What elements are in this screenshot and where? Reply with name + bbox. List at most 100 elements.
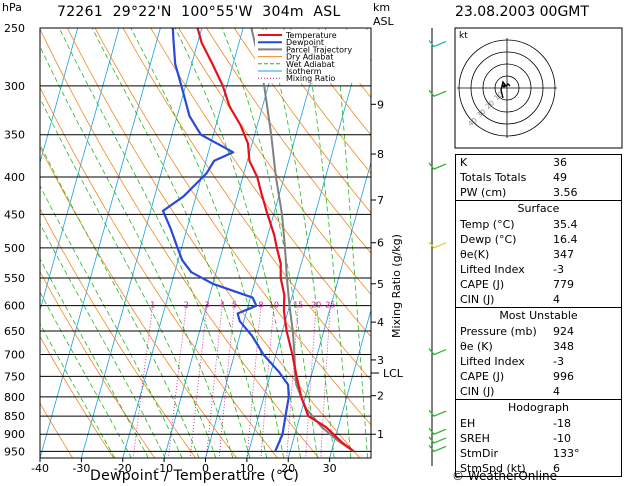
- index-row: θe(K) 347: [456, 247, 621, 262]
- dry-adiabat-line: [40, 146, 238, 458]
- pressure-tick-label: 350: [4, 129, 25, 142]
- station-asl: ASL: [313, 4, 341, 20]
- index-label: EH: [460, 417, 476, 430]
- index-value: 36: [553, 156, 567, 169]
- pressure-tick-label: 700: [4, 349, 25, 362]
- mixing-ratio-label: 4: [220, 301, 225, 310]
- km-tick-label: 4: [377, 316, 384, 329]
- parcel-trajectory-line: [250, 28, 355, 453]
- temperature-tick-label: 0: [202, 462, 209, 475]
- index-label: Lifted Index: [460, 263, 525, 276]
- index-value: -3: [553, 263, 564, 276]
- index-value: -3: [553, 355, 564, 368]
- dry-adiabat-line: [233, 28, 371, 214]
- dry-adiabat-line: [66, 28, 361, 458]
- basic-indices-box: K 36 Totals Totals 49 PW (cm) 3.56: [455, 154, 622, 201]
- mixing-ratio-label: 20: [311, 301, 321, 310]
- index-row: SREH -10: [456, 431, 621, 446]
- index-row: EH -18: [456, 416, 621, 431]
- surface-box: Surface Temp (°C) 35.4 Dewp (°C) 16.4 θe(K) 3…: [455, 201, 622, 308]
- mixing-ratio-line: [205, 305, 223, 458]
- hodograph-box: Hodograph EH -18 SREH -10 StmDir 133° StmSpd (…: [455, 400, 622, 477]
- station-elev: 304m: [262, 4, 304, 20]
- station-lon: 100°55'W: [181, 4, 253, 20]
- valid-date: 23.08.2003: [455, 4, 536, 20]
- hodograph-ring-label: 40: [467, 116, 479, 128]
- index-row: Lifted Index -3: [456, 354, 621, 369]
- mixing-ratio-label: 5: [232, 301, 237, 310]
- indices-panel: K 36 Totals Totals 49 PW (cm) 3.56 Surface Te…: [455, 154, 622, 477]
- x-axis-title: Dewpoint / Temperature (°C): [90, 468, 300, 484]
- wet-adiabat-line: [40, 143, 200, 458]
- temperature-line: [196, 28, 355, 453]
- surface-title: Surface: [517, 202, 560, 215]
- storm-motion-marker: [502, 84, 506, 88]
- legend-entry-label: Dry Adiabat: [286, 53, 333, 62]
- dry-adiabat-line: [206, 28, 371, 254]
- km-tick-label: 3: [377, 354, 384, 367]
- isotherm-line: [40, 28, 120, 312]
- dry-adiabat-line: [178, 28, 371, 296]
- index-label: StmSpd (kt): [460, 462, 526, 475]
- temperature-tick-label: -20: [114, 462, 132, 475]
- km-tick-label: 6: [377, 237, 384, 250]
- dry-adiabat-line: [40, 86, 279, 458]
- mixing-ratio-label: 1: [150, 301, 155, 310]
- wind-barb: [428, 427, 447, 436]
- index-value: 3.56: [553, 186, 578, 199]
- plot-frame: [39, 27, 372, 459]
- index-row: Dewp (°C) 16.4: [456, 232, 621, 247]
- wet-adiabat-line: [40, 184, 183, 458]
- legend-entry-label: Parcel Trajectory: [286, 45, 352, 54]
- hodograph-title: Hodograph: [508, 401, 569, 414]
- wind-barb: [428, 40, 447, 48]
- pressure-tick-label: 500: [4, 242, 25, 255]
- index-value: 924: [553, 325, 574, 338]
- index-label: θe (K): [460, 340, 493, 353]
- temperature-tick-label: 20: [281, 462, 295, 475]
- mixing-ratio-line: [218, 305, 235, 458]
- hodograph-ring-label: 30: [475, 108, 487, 120]
- index-row: CAPE (J) 996: [456, 369, 621, 384]
- wind-barb: [428, 444, 447, 453]
- station-id: 72261: [57, 4, 104, 20]
- pressure-tick-label: 450: [4, 208, 25, 221]
- temperature-tick-label: 30: [323, 462, 337, 475]
- index-label: K: [460, 156, 468, 169]
- index-label: CAPE (J): [460, 370, 505, 383]
- hodograph-ring-label: 20: [484, 99, 496, 111]
- km-tick-label: 7: [377, 194, 384, 207]
- mixing-ratio-label: 10: [269, 301, 279, 310]
- dry-adiabat-line: [150, 28, 371, 338]
- dry-adiabat-line: [122, 28, 371, 381]
- km-asl-label: ASL: [373, 15, 394, 28]
- wind-barb: [428, 409, 447, 417]
- index-row: StmSpd (kt) 6: [456, 461, 621, 476]
- wind-barb: [428, 241, 447, 249]
- index-label: Lifted Index: [460, 355, 525, 368]
- index-value: 347: [553, 248, 574, 261]
- pressure-tick-label: 650: [4, 325, 25, 338]
- station-lat: 29°22'N: [112, 4, 172, 20]
- index-label: Totals Totals: [460, 171, 527, 184]
- index-row: StmDir 133°: [456, 446, 621, 461]
- hodograph-unit-label: kt: [459, 31, 468, 41]
- index-value: 35.4: [553, 218, 578, 231]
- km-tick-label: 1: [377, 428, 384, 441]
- index-value: 49: [553, 171, 567, 184]
- temperature-tick-label: -40: [31, 462, 49, 475]
- wind-barb: [428, 89, 447, 98]
- index-value: 4: [553, 385, 560, 398]
- mixing-ratio-line: [260, 305, 275, 458]
- index-row: CAPE (J) 779: [456, 277, 621, 292]
- temperature-tick-label: -10: [155, 462, 173, 475]
- pressure-tick-label: 250: [4, 22, 25, 35]
- lcl-label: LCL: [383, 367, 404, 380]
- mixing-ratio-label: 25: [325, 301, 335, 310]
- mixing-ratio-label: 8: [258, 301, 263, 310]
- index-label: CIN (J): [460, 293, 495, 306]
- index-row: Lifted Index -3: [456, 262, 621, 277]
- index-value: 996: [553, 370, 574, 383]
- wind-barb: [428, 162, 447, 170]
